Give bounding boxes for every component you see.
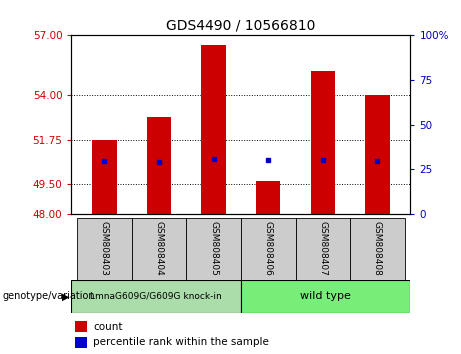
Text: ▶: ▶ xyxy=(62,291,70,302)
Bar xyxy=(75,337,87,348)
Text: LmnaG609G/G609G knock-in: LmnaG609G/G609G knock-in xyxy=(90,292,222,301)
Text: GSM808408: GSM808408 xyxy=(373,221,382,276)
Bar xyxy=(186,218,241,280)
Bar xyxy=(147,117,171,214)
Title: GDS4490 / 10566810: GDS4490 / 10566810 xyxy=(166,19,316,33)
Text: count: count xyxy=(94,321,123,332)
Bar xyxy=(296,218,350,280)
Bar xyxy=(256,181,280,214)
Bar xyxy=(241,218,296,280)
Bar xyxy=(365,95,390,214)
Bar xyxy=(131,218,186,280)
Bar xyxy=(241,280,410,313)
Text: GSM808403: GSM808403 xyxy=(100,221,109,276)
Text: wild type: wild type xyxy=(300,291,351,302)
Bar xyxy=(350,218,405,280)
Text: GSM808404: GSM808404 xyxy=(154,221,163,276)
Bar xyxy=(311,71,335,214)
Text: percentile rank within the sample: percentile rank within the sample xyxy=(94,337,269,348)
Text: genotype/variation: genotype/variation xyxy=(2,291,95,302)
Text: GSM808406: GSM808406 xyxy=(264,221,273,276)
Bar xyxy=(77,218,131,280)
Bar xyxy=(92,140,117,214)
Text: GSM808405: GSM808405 xyxy=(209,221,218,276)
Bar xyxy=(71,280,241,313)
Bar xyxy=(75,321,87,332)
Text: GSM808407: GSM808407 xyxy=(319,221,327,276)
Bar xyxy=(201,45,226,214)
